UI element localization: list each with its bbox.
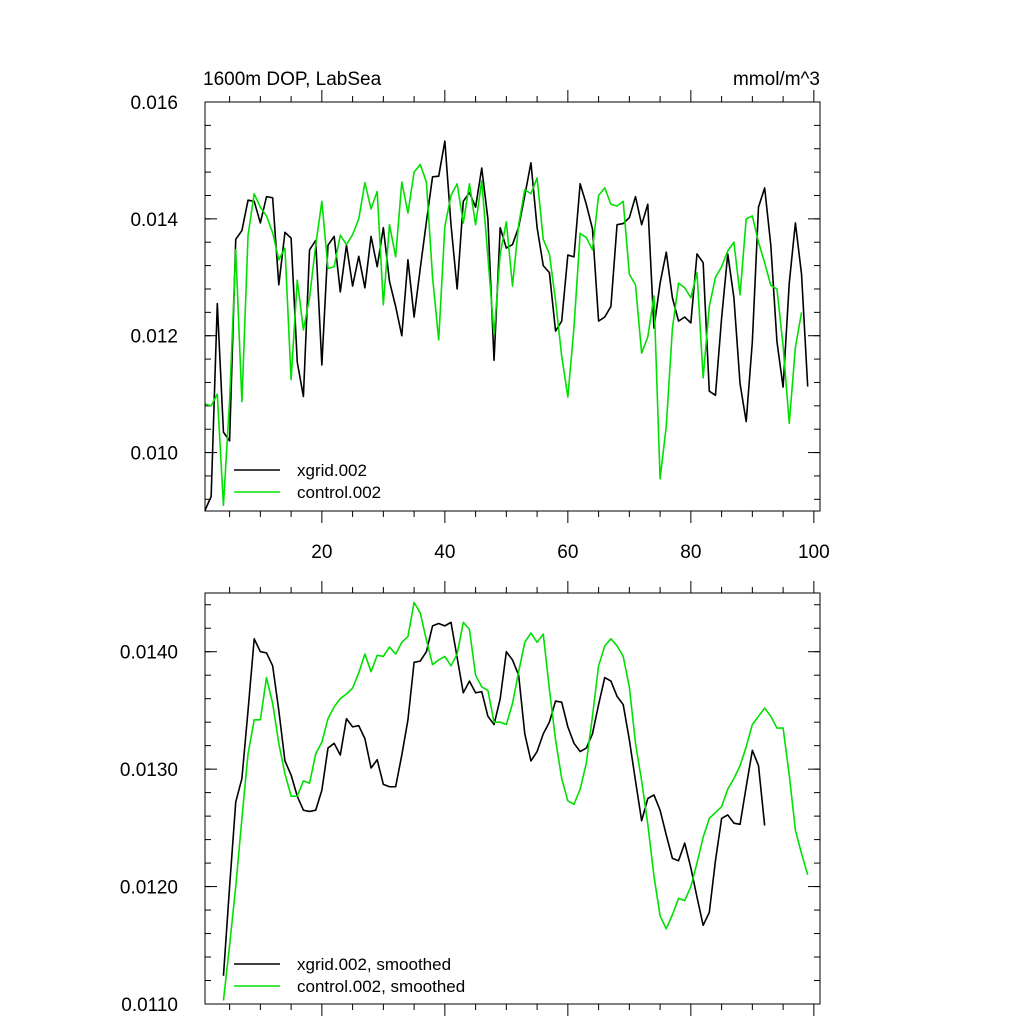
top-legend: xgrid.002 control.002 [234, 461, 381, 502]
legend-label: xgrid.002, smoothed [297, 955, 451, 974]
bottom-plot-panel: 0.0110 0.0120 0.0130 0.0140 xgrid.002, smoo… [120, 581, 821, 1016]
x-tick-label: 40 [434, 542, 455, 563]
x-tick-label: 100 [798, 542, 830, 563]
bottom-legend: xgrid.002, smoothed control.002, smoothed [234, 955, 465, 996]
top-plot-panel: 1600m DOP, LabSea mmol/m^3 0.010 0.012 0.0… [130, 69, 829, 563]
y-tick-label: 0.012 [130, 327, 178, 348]
legend-label: xgrid.002 [297, 461, 367, 480]
y-tick-label: 0.016 [130, 93, 178, 114]
xgrid-series-line [204, 140, 809, 511]
legend-label: control.002 [297, 483, 381, 502]
top-series-lines [204, 140, 809, 511]
x-tick-label: 20 [311, 542, 332, 563]
control-series-line [204, 163, 803, 506]
y-tick-label: 0.010 [130, 444, 178, 465]
y-tick-label: 0.0130 [120, 760, 178, 781]
bottom-series-lines [222, 601, 809, 1001]
y-tick-label: 0.0120 [120, 878, 178, 899]
x-tick-label: 60 [557, 542, 578, 563]
top-plot-frame [204, 101, 821, 512]
x-tick-label: 80 [680, 542, 701, 563]
y-tick-label: 0.0140 [120, 643, 178, 664]
xgrid-series-line [222, 621, 766, 976]
y-tick-label: 0.014 [130, 210, 178, 231]
chart-title: 1600m DOP, LabSea [203, 69, 382, 90]
control-series-line [222, 601, 809, 1001]
bottom-axis-ticks: 0.0110 0.0120 0.0130 0.0140 [120, 581, 820, 1016]
y-tick-label: 0.0110 [121, 995, 178, 1016]
units-label: mmol/m^3 [733, 69, 820, 90]
legend-label: control.002, smoothed [297, 977, 465, 996]
bottom-plot-frame [204, 592, 821, 1005]
